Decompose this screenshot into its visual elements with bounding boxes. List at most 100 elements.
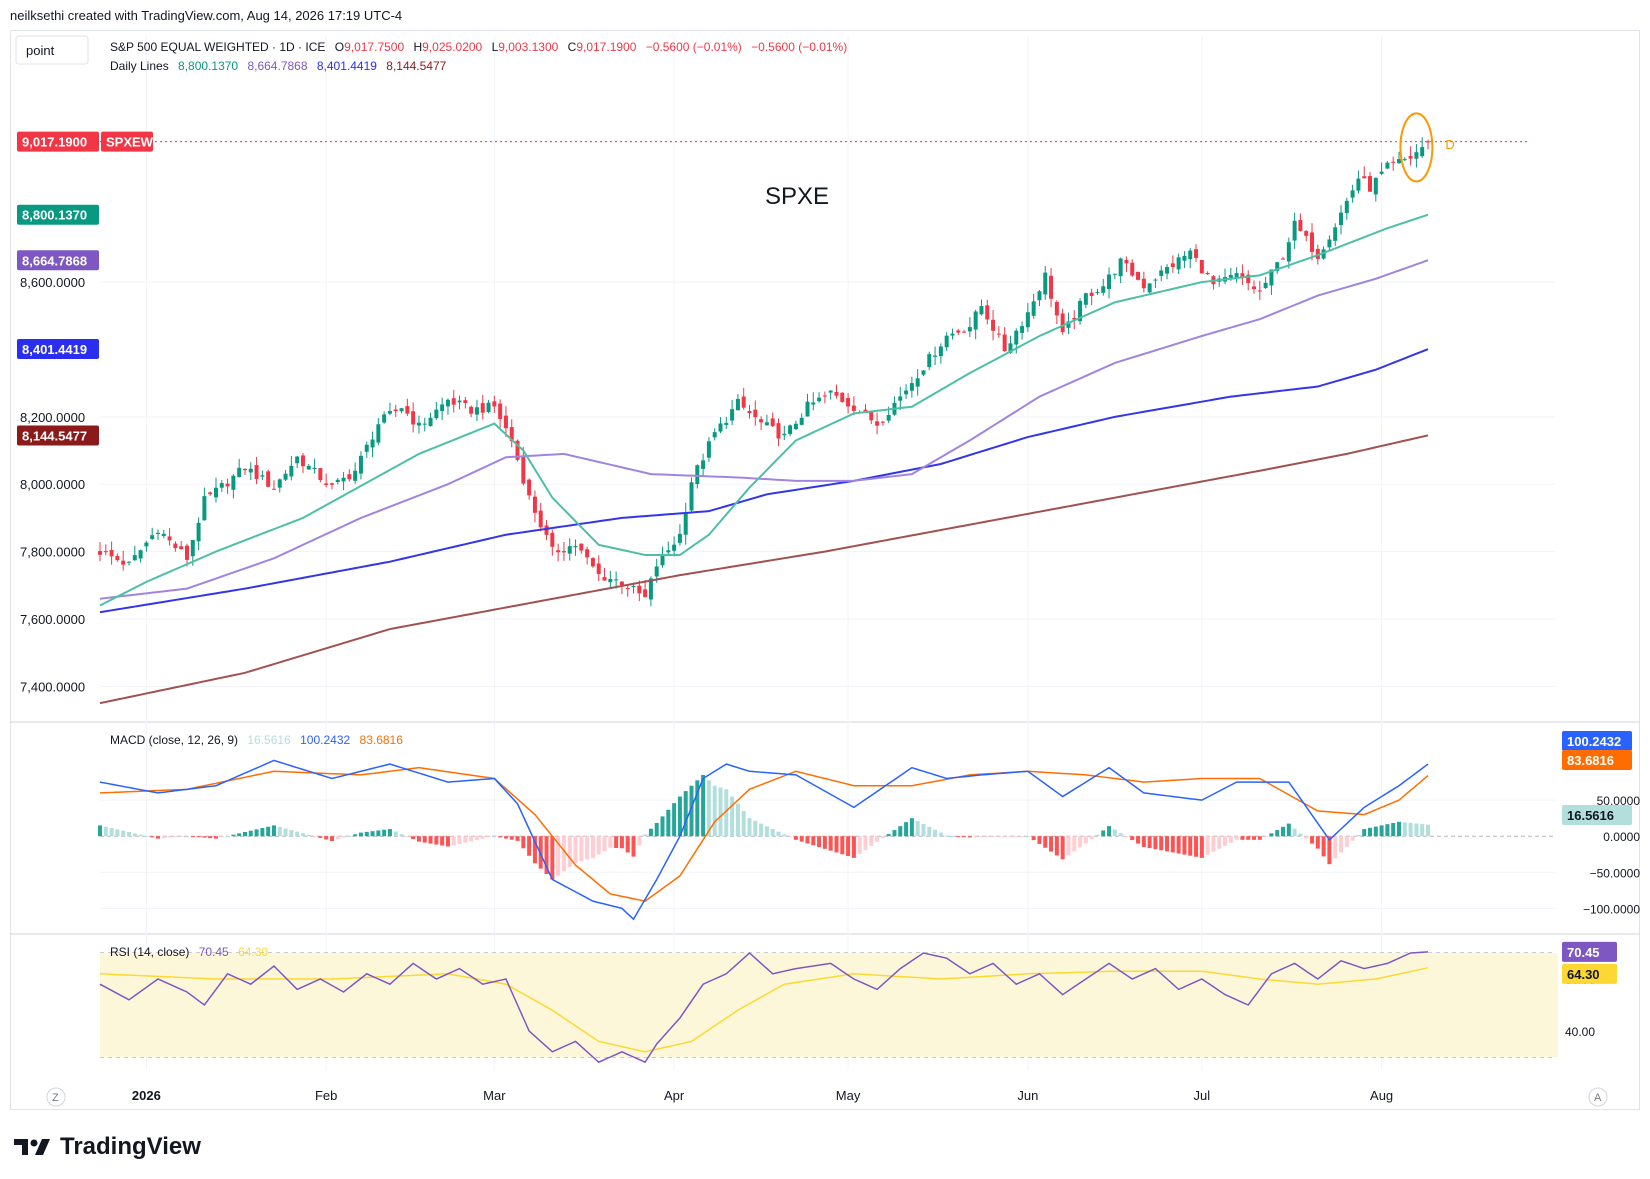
timezone-toggle[interactable] (46, 1087, 66, 1107)
macd-histogram-bar (283, 828, 288, 837)
candle-body (283, 473, 288, 480)
interval-button[interactable]: point (15, 35, 89, 65)
macd-histogram-bar (132, 833, 137, 837)
candle-body (991, 319, 996, 331)
candle-body (1031, 301, 1036, 316)
macd-histogram-bar (967, 836, 972, 838)
candle-body (451, 398, 456, 405)
macd-histogram-bar (184, 836, 189, 838)
candle-body (1414, 152, 1419, 159)
macd-histogram-bar (1362, 829, 1367, 837)
ma50-legend-value: 8,664.7868 (247, 59, 307, 73)
macd-histogram-bar (1159, 836, 1164, 851)
candle-body (556, 550, 561, 553)
candle-body (121, 560, 126, 565)
panel-backgrounds (100, 953, 1558, 1057)
open-label: O (335, 40, 344, 54)
macd-histogram-bar (231, 834, 236, 837)
candle-body (1107, 274, 1112, 289)
candle-body (759, 419, 764, 423)
macd-histogram-bar (759, 823, 764, 837)
change-value: −0.5600 (−0.01%) (646, 40, 742, 54)
macd-histogram-bar (904, 822, 909, 837)
candle-body (846, 398, 851, 407)
rsi-ma-value: 64.30 (238, 945, 268, 959)
candle-body (1379, 171, 1384, 174)
candle-body (411, 411, 416, 425)
candle-body (1078, 300, 1083, 322)
candle-body (382, 414, 387, 423)
candle-body (1240, 273, 1245, 277)
candle-body (196, 522, 201, 542)
candle-body (248, 468, 253, 473)
macd-series (98, 759, 1430, 921)
macd-histogram-bar (1420, 824, 1425, 837)
macd-histogram-bar (167, 836, 172, 838)
candle-body (335, 479, 340, 482)
macd-histogram-bar (295, 831, 300, 837)
macd-histogram-bar (788, 836, 793, 838)
macd-histogram-bar (811, 836, 816, 846)
candle-body (1130, 262, 1135, 276)
candle-body (718, 423, 723, 432)
macd-histogram-bar (608, 836, 613, 848)
candle-body (793, 423, 798, 430)
price-tick-label: 7,600.0000 (20, 612, 85, 627)
macd-histogram-bar (1176, 836, 1181, 854)
auto-scale-toggle[interactable] (1588, 1087, 1608, 1107)
candle-body (329, 483, 334, 485)
candle-body (944, 335, 949, 348)
macd-histogram-bar (846, 836, 851, 857)
macd-histogram-bar (376, 830, 381, 837)
macd-histogram-bar (179, 836, 184, 838)
high-label: H (413, 40, 422, 54)
macd-histogram-bar (689, 785, 694, 837)
candle-body (312, 467, 317, 470)
macd-histogram-bar (1385, 824, 1390, 837)
candle-body (144, 542, 149, 547)
macd-histogram-bar (1321, 836, 1326, 857)
macd-histogram-bar (1008, 836, 1013, 838)
candle-body (648, 578, 653, 600)
macd-histogram-bar (1188, 836, 1193, 856)
candle-body (1124, 259, 1129, 264)
macd-tag: 83.6816 (1567, 753, 1614, 768)
time-tick-label: Apr (664, 1088, 685, 1103)
candle-body (764, 422, 769, 426)
rsi-legend-label: RSI (14, close) (110, 945, 189, 959)
candle-body (370, 439, 375, 448)
macd-histogram-bar (213, 836, 218, 839)
candle-body (103, 551, 108, 553)
macd-histogram-bar (1136, 836, 1141, 844)
macd-histogram-bar (643, 834, 648, 837)
macd-histogram-bar (469, 836, 474, 842)
macd-histogram-bar (126, 832, 131, 837)
candle-body (1159, 270, 1164, 276)
macd-histogram-bar (387, 829, 392, 837)
macd-histogram-bar (196, 836, 201, 838)
open-value: 9,017.7500 (344, 40, 404, 54)
macd-histogram-bar (1078, 836, 1083, 848)
macd-histogram-bar (353, 834, 358, 837)
price-tag: 8,664.7868 (22, 253, 87, 268)
candle-body (237, 467, 242, 478)
candle-body (532, 496, 537, 513)
pattern-label: D (1445, 137, 1454, 152)
macd-histogram-bar (1373, 826, 1378, 837)
macd-histogram-bar (503, 836, 508, 839)
macd-histogram-bar (1066, 836, 1071, 856)
ma200-line (99, 434, 1429, 705)
macd-histogram-bar (115, 829, 120, 837)
candle-body (753, 409, 758, 418)
macd-histogram-bar (851, 836, 856, 858)
rsi-tick-label: 40.00 (1565, 1025, 1595, 1039)
macd-histogram-bar (1049, 836, 1054, 852)
macd-histogram-bar (956, 836, 961, 838)
macd-histogram-bar (614, 836, 619, 848)
macd-histogram-bar (973, 836, 978, 838)
macd-histogram-bar (596, 836, 601, 855)
candle-body (440, 404, 445, 412)
candle-body (904, 390, 909, 395)
candle-body (1066, 321, 1071, 328)
